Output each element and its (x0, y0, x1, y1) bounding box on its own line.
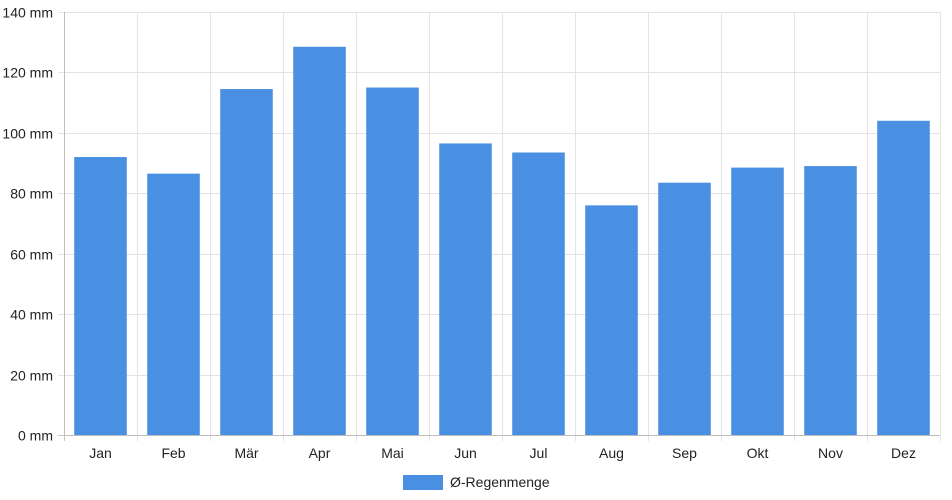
bar[interactable] (512, 152, 565, 435)
legend-swatch[interactable] (403, 475, 443, 490)
bar[interactable] (293, 46, 346, 435)
x-tick-label: Nov (818, 445, 843, 461)
y-tick-label: 120 mm (2, 65, 53, 81)
grid-lines (58, 12, 941, 441)
bar[interactable] (220, 89, 273, 436)
bar[interactable] (147, 173, 200, 435)
bar[interactable] (585, 205, 638, 435)
bar[interactable] (804, 166, 857, 436)
bar[interactable] (439, 143, 492, 436)
x-tick-label: Jan (89, 445, 112, 461)
x-tick-label: Apr (309, 445, 331, 461)
legend[interactable]: Ø-Regenmenge (403, 474, 550, 490)
y-tick-label: 60 mm (10, 247, 53, 263)
legend-label[interactable]: Ø-Regenmenge (450, 474, 550, 490)
bars (74, 46, 930, 436)
bar[interactable] (731, 167, 784, 435)
x-tick-label: Okt (747, 445, 769, 461)
y-tick-label: 40 mm (10, 307, 53, 323)
bar[interactable] (74, 157, 127, 435)
axes (64, 12, 940, 436)
y-tick-labels: 0 mm 20 mm 40 mm 60 mm 80 mm 100 mm 120 mm 140 … (2, 5, 53, 444)
x-tick-label: Feb (161, 445, 185, 461)
bar[interactable] (366, 87, 419, 436)
y-tick-label: 100 mm (2, 126, 53, 142)
x-tick-label: Jul (530, 445, 548, 461)
y-tick-label: 140 mm (2, 5, 53, 21)
x-tick-label: Mai (381, 445, 404, 461)
x-tick-label: Aug (599, 445, 624, 461)
y-tick-label: 80 mm (10, 186, 53, 202)
x-tick-label: Mär (234, 445, 258, 461)
bar[interactable] (877, 120, 930, 436)
x-tick-label: Jun (454, 445, 477, 461)
y-tick-label: 20 mm (10, 368, 53, 384)
y-tick-label: 0 mm (18, 428, 53, 444)
x-tick-label: Dez (891, 445, 916, 461)
x-tick-labels: Jan Feb Mär Apr Mai Jun Jul Aug Sep Okt Nov Dez (89, 445, 916, 461)
bar[interactable] (658, 182, 711, 435)
x-tick-label: Sep (672, 445, 697, 461)
